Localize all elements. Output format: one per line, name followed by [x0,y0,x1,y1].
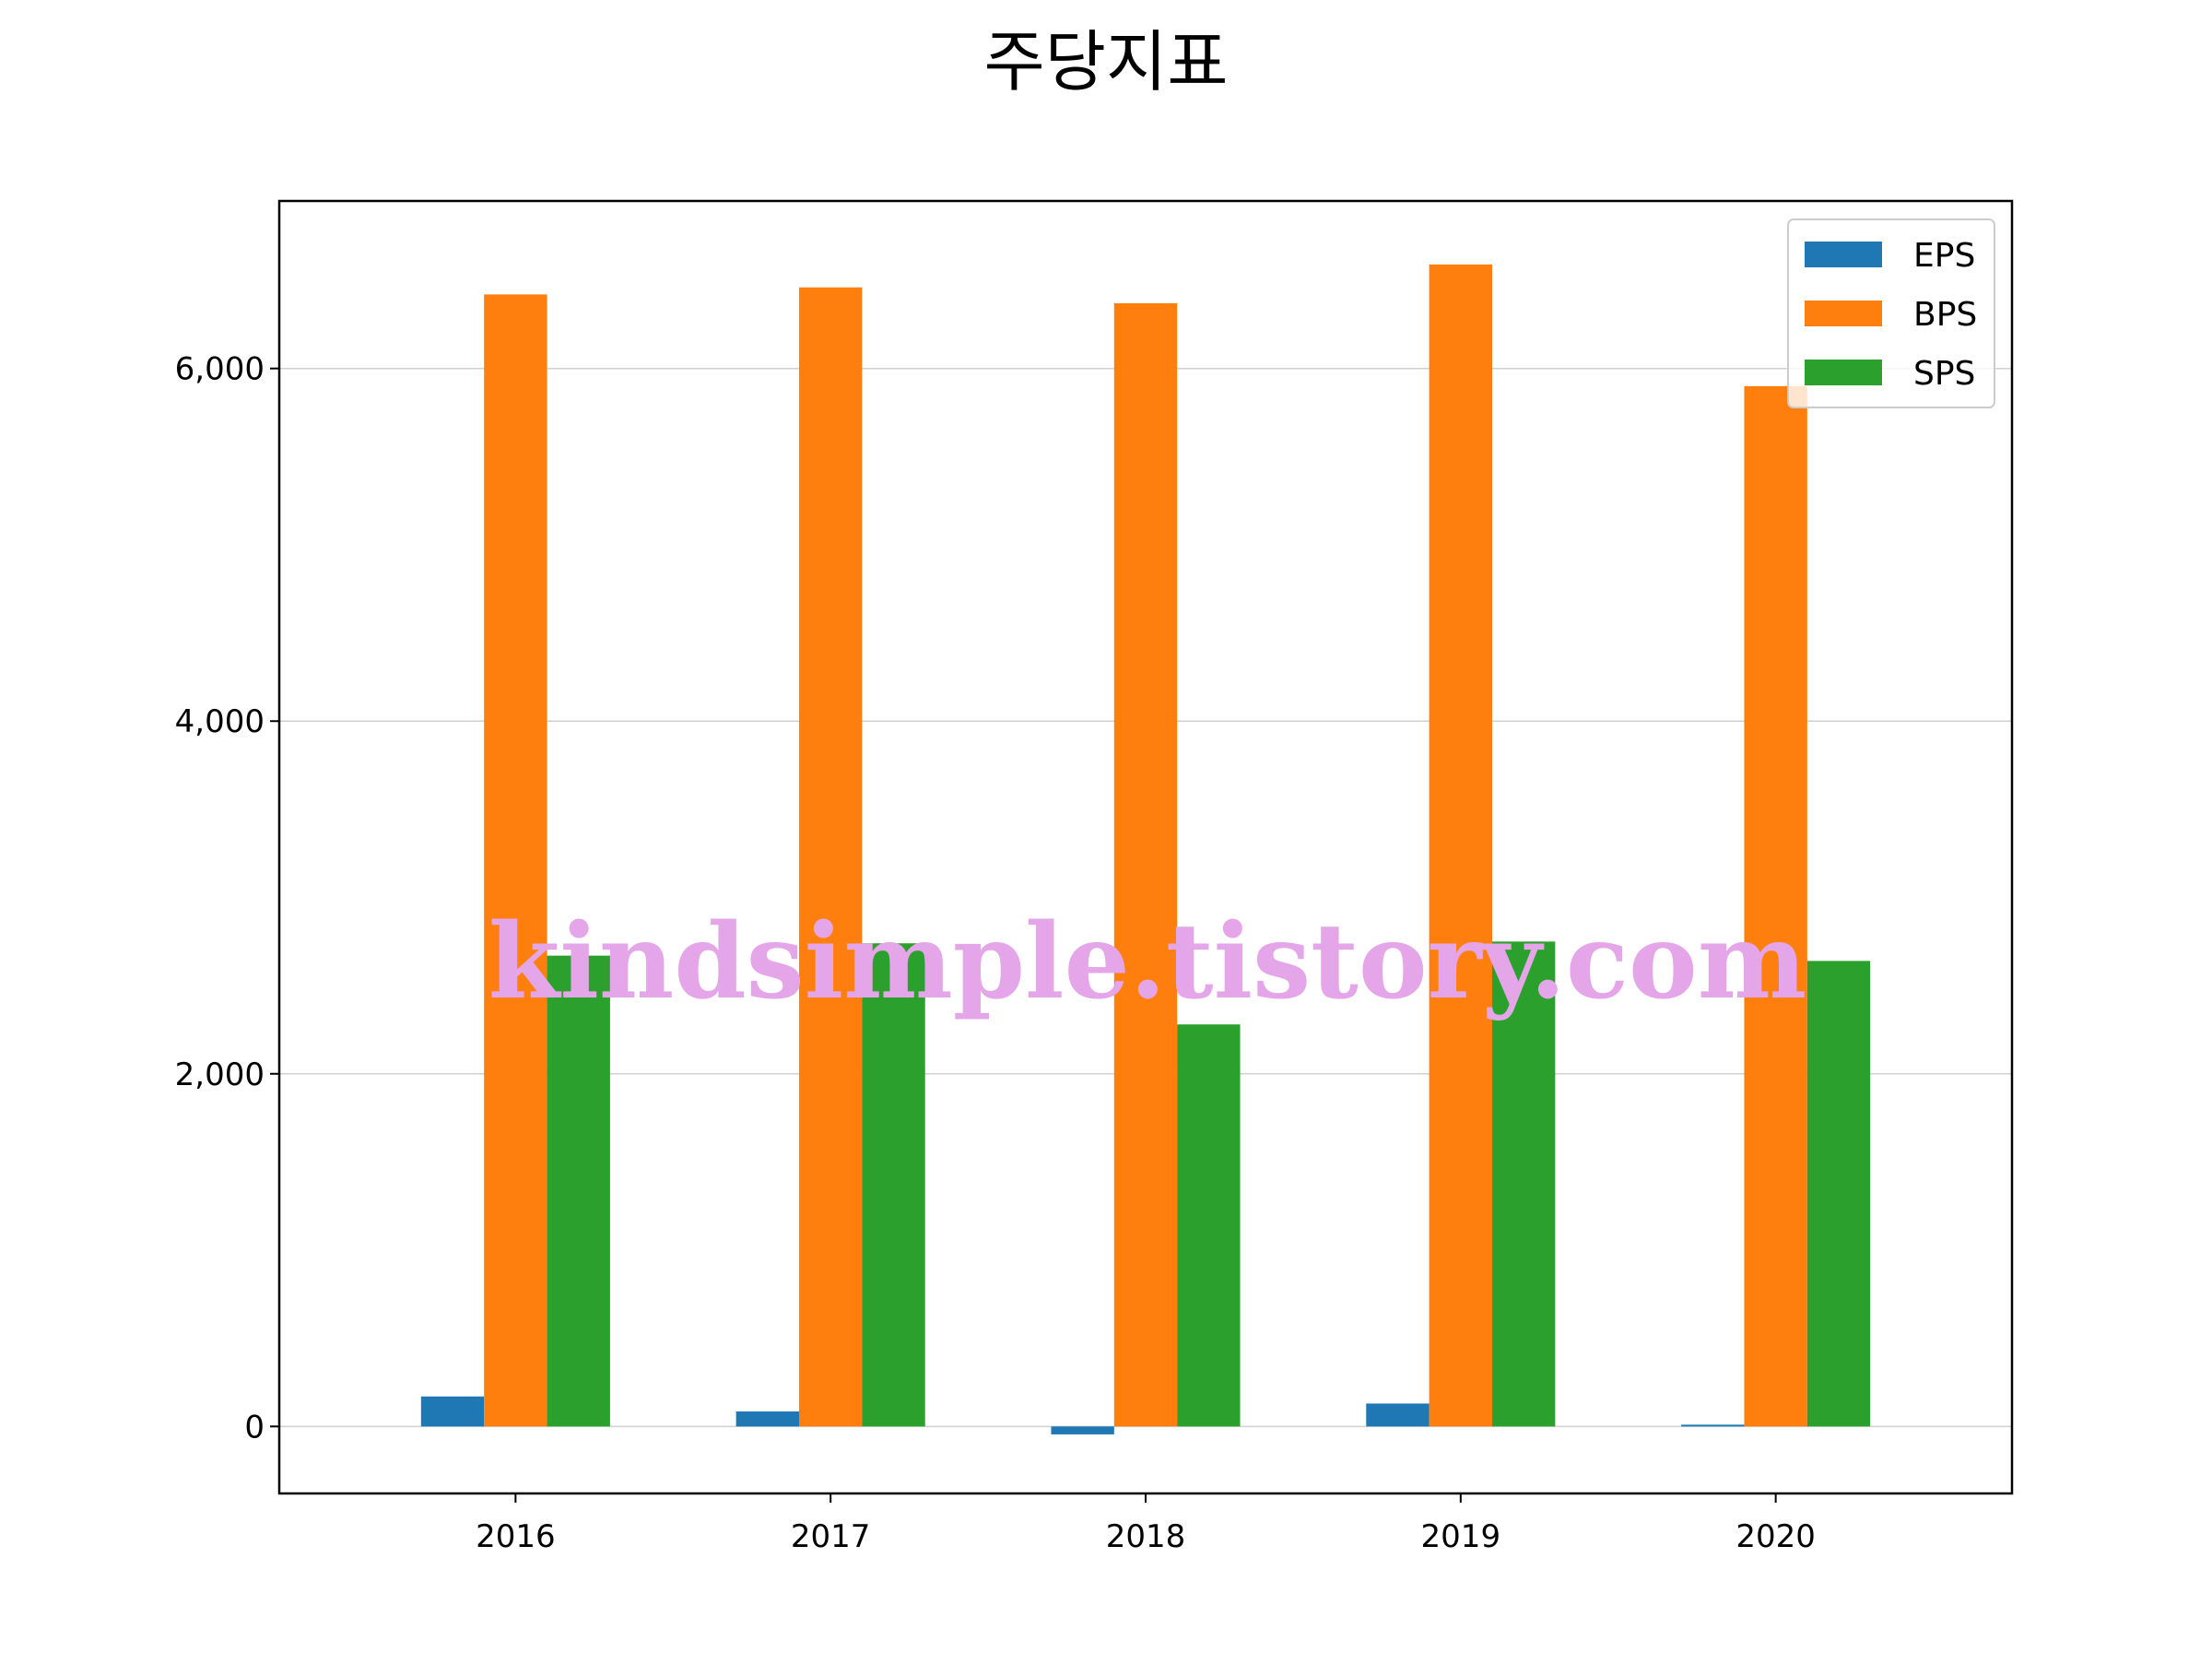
legend-swatch-eps [1805,242,1882,267]
legend-label-bps: BPS [1913,296,1977,334]
bar-bps-2016 [484,294,547,1427]
legend-label-sps: SPS [1913,355,1975,393]
legend: EPS BPS SPS [1787,218,1995,408]
legend-swatch-sps [1805,360,1882,385]
bar-eps-2020 [1681,1424,1745,1427]
legend-label-eps: EPS [1913,237,1975,275]
axis-layer: 0 2,000 4,000 6,000 2016 2017 2018 2019 2020 [175,351,1816,1555]
y-tick-label: 4,000 [175,703,265,740]
bar-bps-2017 [799,287,863,1427]
bar-bps-2019 [1429,264,1492,1427]
bar-bps-2018 [1113,302,1178,1427]
y-tick-label: 2,000 [175,1056,265,1093]
y-tick-label: 6,000 [175,351,265,388]
bar-bps-2020 [1744,385,1807,1427]
x-tick-label: 2019 [1421,1518,1501,1555]
y-tick-label: 0 [244,1409,265,1446]
watermark: kindsimple.tistory.com [488,902,1807,1022]
bar-sps-2019 [1492,941,1556,1427]
x-tick-label: 2018 [1106,1518,1186,1555]
bar-sps-2020 [1806,961,1871,1427]
x-tick-label: 2017 [791,1518,871,1555]
chart-title: 주당지표 [984,23,1229,100]
x-tick-label: 2016 [476,1518,556,1555]
legend-swatch-bps [1805,301,1882,326]
bar-eps-2016 [420,1396,485,1427]
bar-eps-2018 [1051,1426,1114,1434]
bar-sps-2018 [1177,1024,1241,1427]
x-tick-label: 2020 [1735,1518,1816,1555]
bar-sps-2017 [862,943,925,1427]
bars-layer [420,264,1871,1434]
bar-eps-2019 [1366,1403,1430,1427]
bar-eps-2017 [735,1411,799,1427]
bar-sps-2016 [547,955,610,1427]
